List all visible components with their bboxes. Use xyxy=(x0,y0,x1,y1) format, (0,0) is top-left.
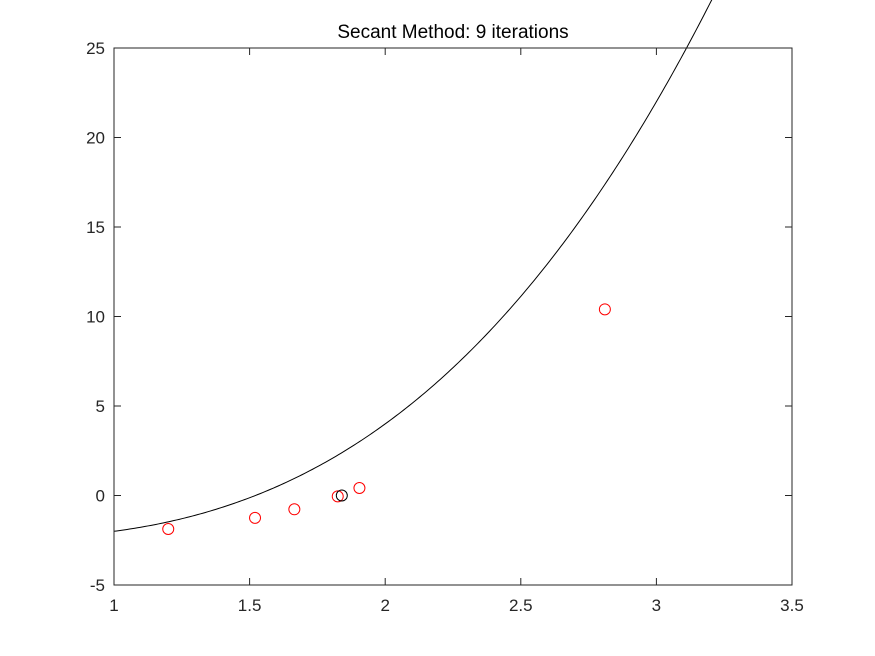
iterate-marker xyxy=(598,303,611,316)
iterate-marker xyxy=(353,481,366,494)
y-tick-label: 20 xyxy=(86,129,105,148)
root-marker xyxy=(335,489,348,502)
iterate-marker xyxy=(331,490,344,503)
iterate-marker xyxy=(288,503,301,516)
x-tick-label: 1 xyxy=(109,596,118,615)
iterate-marker xyxy=(249,511,262,524)
x-tick-label: 1.5 xyxy=(238,596,262,615)
plot-area xyxy=(113,0,792,585)
x-tick-label: 3 xyxy=(652,596,661,615)
x-axis-ticks: 1 1.5 2 2.5 3 3.5 xyxy=(109,48,804,615)
y-tick-label: 10 xyxy=(86,308,105,327)
chart-title: Secant Method: 9 iterations xyxy=(337,22,568,43)
iterate-marker xyxy=(162,522,175,535)
y-tick-label: 25 xyxy=(86,39,105,58)
x-tick-label: 3.5 xyxy=(780,596,804,615)
function-curve xyxy=(113,0,713,532)
y-tick-label: 15 xyxy=(86,218,105,237)
plot-background xyxy=(114,48,792,585)
y-axis-ticks: -5 0 5 10 15 20 25 xyxy=(86,39,792,595)
x-tick-label: 2.5 xyxy=(509,596,533,615)
y-tick-label: 0 xyxy=(96,487,105,506)
y-tick-label: -5 xyxy=(90,576,105,595)
x-tick-label: 2 xyxy=(380,596,389,615)
y-tick-label: 5 xyxy=(96,397,105,416)
